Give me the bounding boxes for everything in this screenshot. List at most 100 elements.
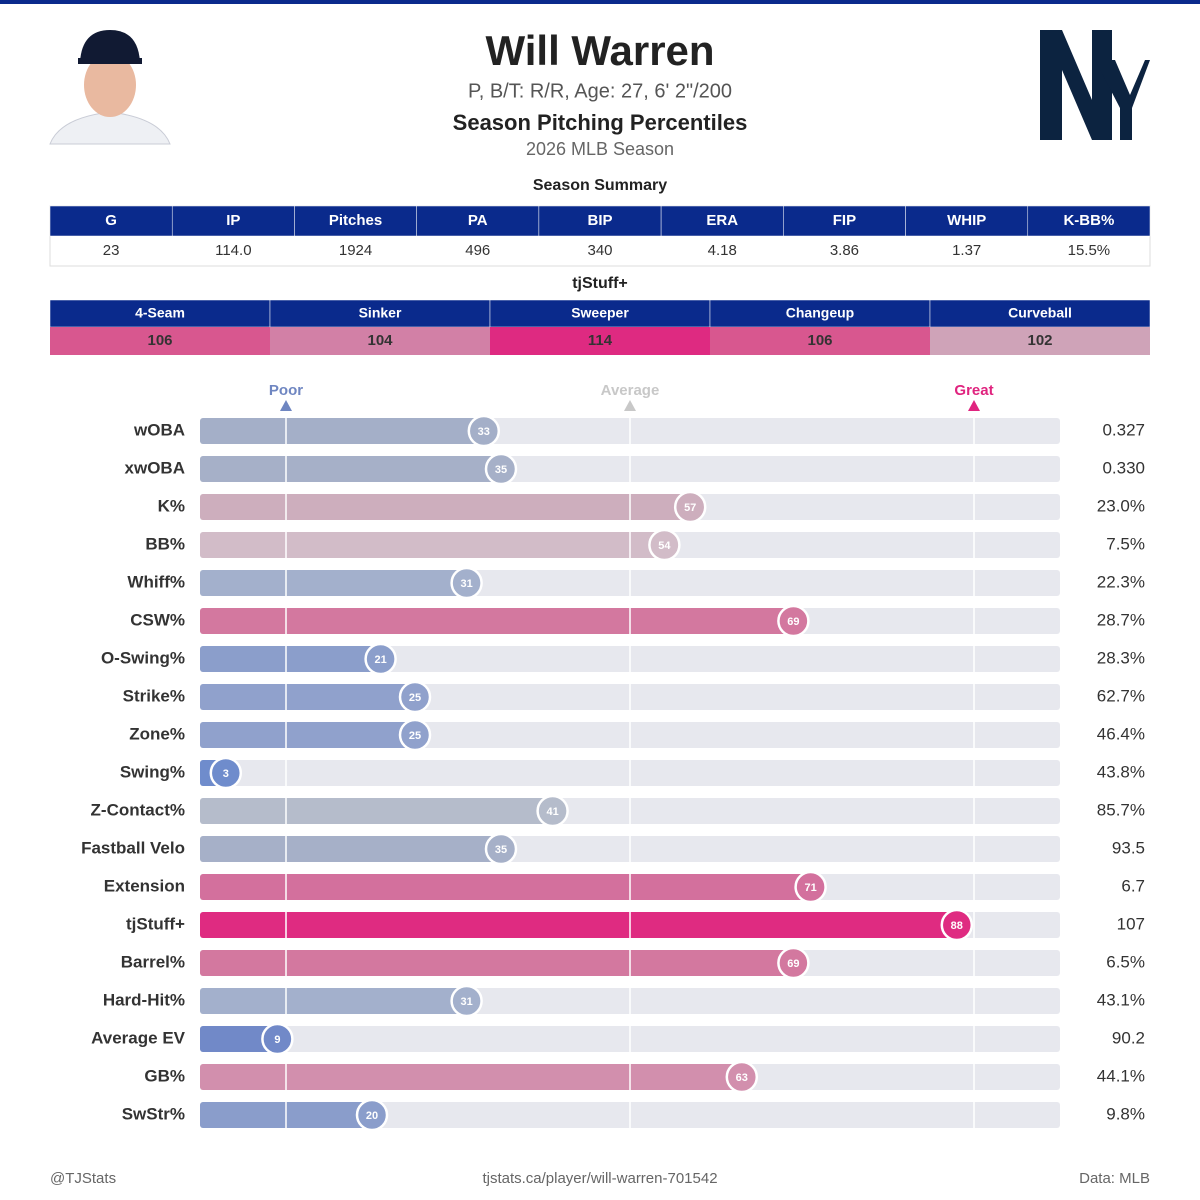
bar: [200, 798, 553, 824]
tick-marker: [280, 400, 292, 411]
stuff-header: 4-Seam: [135, 305, 185, 321]
summary-header-cell: [1027, 205, 1151, 237]
category-label: Average EV: [91, 1028, 186, 1047]
x-tick-label: Poor: [269, 382, 303, 399]
summary-header-cell: [905, 205, 1029, 237]
category-label: Z-Contact%: [91, 800, 185, 819]
stat-value: 28.3%: [1097, 648, 1145, 667]
bar: [200, 532, 665, 558]
percentile-label: 35: [495, 844, 507, 856]
bar: [200, 570, 467, 596]
stat-value: 62.7%: [1097, 686, 1145, 705]
category-label: O-Swing%: [101, 648, 185, 667]
summary-header: WHIP: [947, 212, 986, 229]
stat-value: 93.5: [1112, 838, 1145, 857]
percentile-dot: [648, 528, 681, 562]
percentile-label: 54: [658, 540, 671, 552]
summary-header: FIP: [833, 212, 856, 229]
stat-value: 0.327: [1102, 420, 1145, 439]
percentile-dot: [398, 718, 432, 752]
percentile-label: 31: [460, 578, 472, 590]
bar: [200, 988, 467, 1014]
stuff-header-cell: [929, 299, 1151, 328]
stuff-cell: [50, 327, 270, 355]
percentile-label: 9: [274, 1034, 280, 1046]
summary-header: K-BB%: [1063, 212, 1114, 229]
percentile-dot: [777, 946, 810, 980]
footer-left: @TJStats: [50, 1170, 116, 1187]
percentile-dot: [467, 414, 501, 448]
stuff-cell: [710, 327, 930, 355]
stat-value: 43.1%: [1097, 990, 1145, 1009]
summary-header-cell: [660, 205, 784, 237]
percentile-label: 71: [804, 882, 816, 894]
bar: [200, 912, 957, 938]
category-label: Extension: [104, 876, 185, 895]
percentile-dot: [209, 756, 243, 790]
category-label: Fastball Velo: [81, 838, 185, 857]
bar: [200, 646, 381, 672]
stuff-header: Curveball: [1008, 305, 1072, 321]
bar: [200, 608, 794, 634]
category-label: tjStuff+: [126, 914, 185, 933]
team-logo: [1040, 30, 1150, 140]
percentile-dot: [261, 1022, 294, 1056]
percentile-label: 25: [409, 692, 421, 704]
summary-title: Season Summary: [533, 177, 667, 194]
stuff-cell: [930, 327, 1150, 355]
category-label: K%: [158, 496, 185, 515]
percentile-dot: [484, 452, 518, 486]
summary-header: ERA: [706, 212, 738, 229]
player-info: P, B/T: R/R, Age: 27, 6' 2"/200: [468, 80, 732, 102]
stat-value: 6.7: [1121, 876, 1145, 895]
summary-header-cell: [171, 205, 295, 237]
stuff-value: 114: [588, 332, 613, 349]
stat-value: 90.2: [1112, 1028, 1145, 1047]
stat-value: 107: [1117, 914, 1145, 933]
bar: [200, 950, 794, 976]
summary-value: 340: [587, 242, 612, 259]
percentile-label: 20: [366, 1110, 378, 1122]
percentile-label: 57: [684, 502, 696, 514]
percentile-dot: [484, 832, 518, 866]
summary-header-cell: [416, 205, 540, 237]
percentile-dot: [450, 984, 483, 1018]
stuff-header: Changeup: [786, 305, 854, 321]
percentile-dot: [450, 566, 483, 600]
stuff-cell: [490, 327, 710, 355]
stat-value: 0.330: [1102, 458, 1145, 477]
bar: [200, 722, 415, 748]
stat-value: 23.0%: [1097, 496, 1145, 515]
stuff-value: 102: [1027, 332, 1052, 349]
bar: [200, 456, 501, 482]
category-label: Swing%: [120, 762, 185, 781]
summary-value: 1924: [339, 242, 372, 259]
category-label: wOBA: [133, 420, 185, 439]
summary-header: Pitches: [329, 212, 382, 229]
percentile-label: 88: [951, 920, 963, 932]
bar: [200, 836, 501, 862]
percentile-label: 3: [223, 768, 229, 780]
category-label: xwOBA: [125, 458, 185, 477]
stat-value: 22.3%: [1097, 572, 1145, 591]
percentile-dot: [794, 870, 827, 904]
stuff-value: 104: [367, 332, 393, 349]
category-label: CSW%: [130, 610, 185, 629]
percentile-label: 35: [495, 464, 507, 476]
player-photo: [49, 30, 171, 145]
stuff-header-cell: [709, 299, 931, 328]
summary-header-cell: [294, 205, 417, 237]
category-label: Strike%: [123, 686, 185, 705]
category-label: GB%: [144, 1066, 185, 1085]
bar: [200, 684, 415, 710]
footer-center: tjstats.ca/player/will-warren-701542: [482, 1170, 717, 1187]
percentile-dot: [355, 1098, 389, 1132]
summary-header: IP: [226, 212, 240, 229]
stat-value: 6.5%: [1106, 952, 1145, 971]
x-tick-label: Great: [954, 382, 993, 399]
stuff-header: Sweeper: [571, 305, 629, 321]
summary-header-cell: [783, 205, 906, 237]
stuff-value: 106: [147, 332, 172, 349]
bar: [200, 874, 811, 900]
